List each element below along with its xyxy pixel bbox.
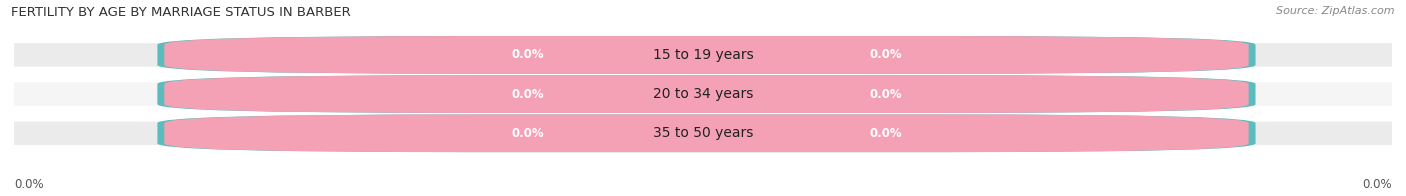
FancyBboxPatch shape — [14, 122, 1392, 145]
Text: 35 to 50 years: 35 to 50 years — [652, 126, 754, 140]
FancyBboxPatch shape — [157, 36, 1256, 74]
Text: 0.0%: 0.0% — [869, 88, 901, 101]
FancyBboxPatch shape — [157, 114, 1256, 152]
Text: 0.0%: 0.0% — [869, 127, 901, 140]
Text: 0.0%: 0.0% — [1362, 178, 1392, 191]
FancyBboxPatch shape — [14, 43, 1392, 67]
Text: 0.0%: 0.0% — [14, 178, 44, 191]
FancyBboxPatch shape — [165, 75, 1249, 113]
Text: 0.0%: 0.0% — [510, 48, 544, 61]
FancyBboxPatch shape — [157, 75, 1256, 113]
Text: Source: ZipAtlas.com: Source: ZipAtlas.com — [1277, 6, 1395, 16]
FancyBboxPatch shape — [165, 36, 1249, 74]
FancyBboxPatch shape — [157, 75, 1249, 113]
Text: 0.0%: 0.0% — [869, 48, 901, 61]
FancyBboxPatch shape — [14, 82, 1392, 106]
FancyBboxPatch shape — [165, 114, 1249, 152]
Text: 0.0%: 0.0% — [510, 127, 544, 140]
Text: 15 to 19 years: 15 to 19 years — [652, 48, 754, 62]
Text: FERTILITY BY AGE BY MARRIAGE STATUS IN BARBER: FERTILITY BY AGE BY MARRIAGE STATUS IN B… — [11, 6, 352, 19]
FancyBboxPatch shape — [157, 114, 1249, 152]
FancyBboxPatch shape — [157, 36, 1249, 74]
Text: 0.0%: 0.0% — [510, 88, 544, 101]
Text: 20 to 34 years: 20 to 34 years — [652, 87, 754, 101]
